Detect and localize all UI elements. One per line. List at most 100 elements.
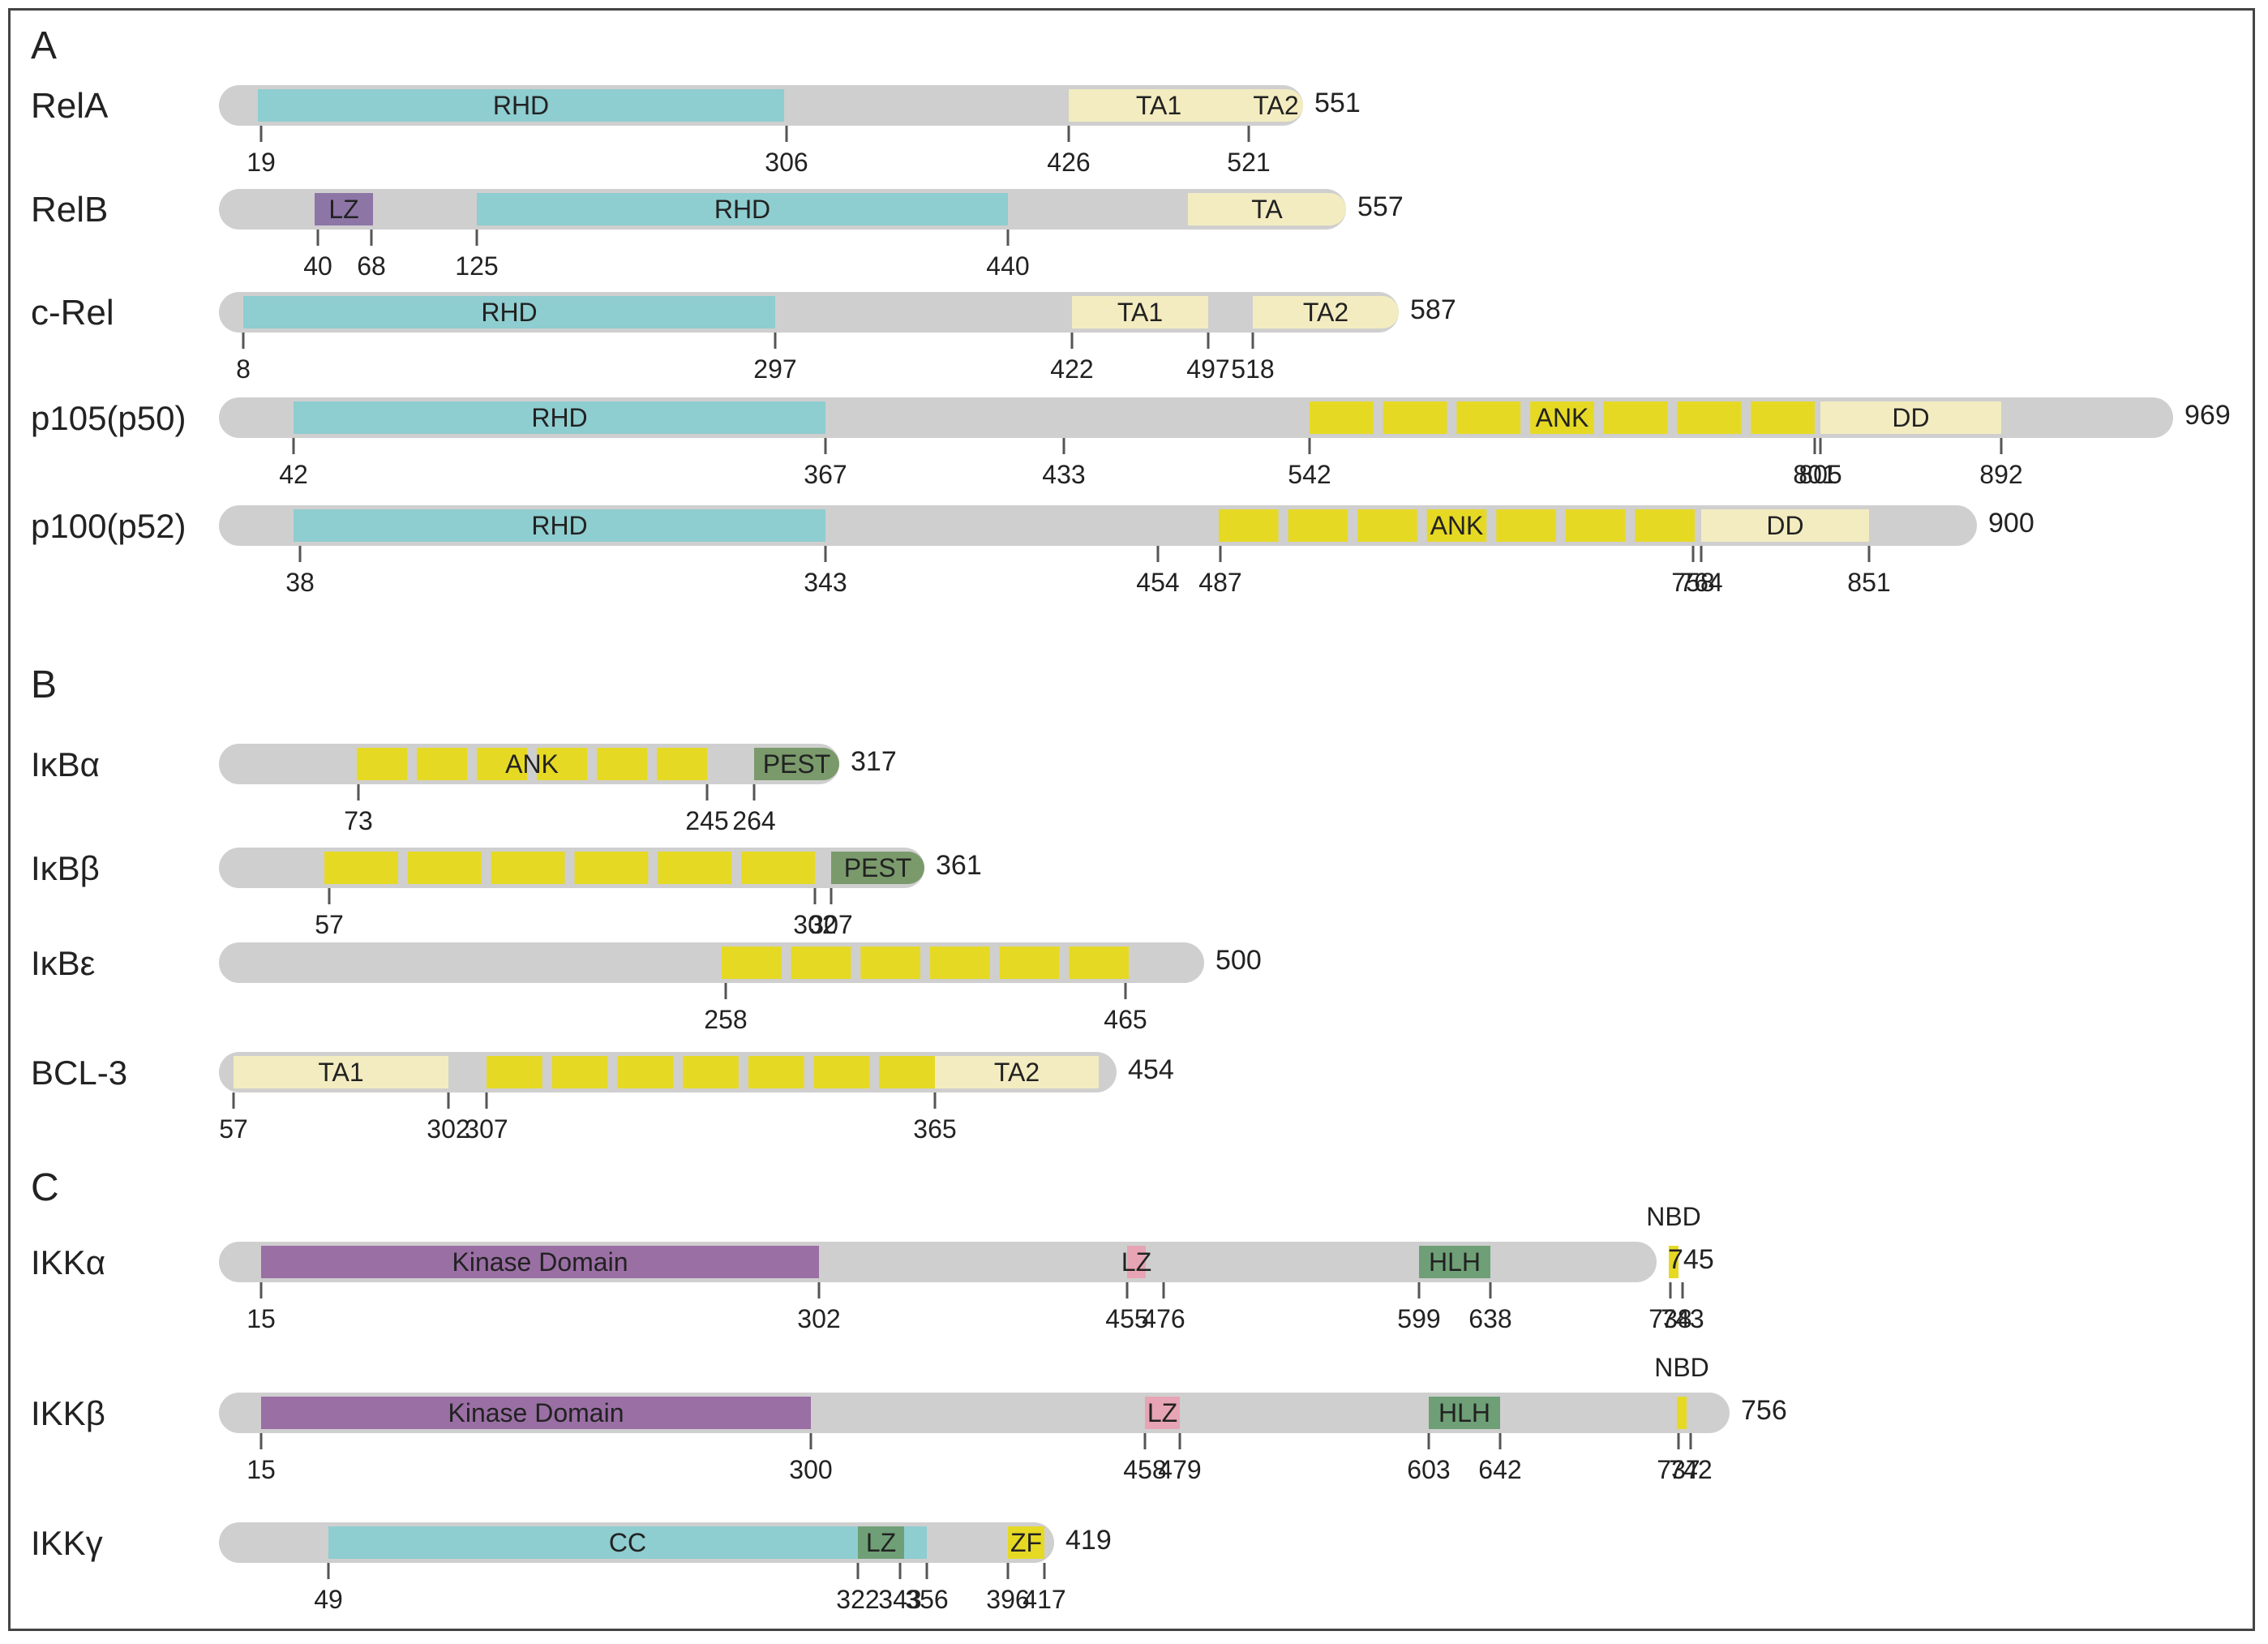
- protein-2-tick-label: 497: [1186, 354, 1229, 384]
- protein-7-ank-repeat: [930, 946, 990, 979]
- protein-2-length: 587: [1410, 294, 1456, 325]
- protein-7-tick-label: 258: [704, 1005, 747, 1034]
- protein-1-domain-label: RHD: [714, 195, 770, 224]
- protein-7-tick-label: 465: [1104, 1005, 1147, 1034]
- protein-5-ank-repeat: [597, 748, 647, 780]
- protein-9-name: IKKα: [31, 1243, 105, 1281]
- protein-3-domain-rhd: [294, 401, 825, 434]
- protein-3-tick-label: 801: [1793, 460, 1836, 489]
- protein-1-domain-rhd: [477, 193, 1008, 225]
- protein-4-ank-repeat: [1635, 509, 1695, 542]
- section-label-c: C: [31, 1166, 59, 1209]
- protein-5-ank-repeat: [357, 748, 407, 780]
- protein-1-domain-ta: [1188, 193, 1346, 225]
- protein-6-tick-label: 302: [793, 910, 836, 939]
- protein-10-tick-label: 742: [1669, 1455, 1712, 1484]
- protein-10-name: IKKβ: [31, 1394, 105, 1432]
- protein-3-tick-label: 367: [804, 460, 847, 489]
- protein-9-domain-kinase-domain: [261, 1246, 819, 1278]
- protein-4-name: p100(p52): [31, 507, 186, 545]
- protein-10-domain-hlh: [1429, 1397, 1500, 1429]
- protein-0-domain-rhd: [258, 89, 784, 122]
- protein-9-nbd-label: NBD: [1646, 1202, 1701, 1231]
- protein-1-tick-label: 125: [455, 251, 498, 281]
- protein-5-tick-label: 73: [344, 806, 373, 835]
- protein-10-domain-lz: [1145, 1397, 1180, 1429]
- protein-11-length: 419: [1065, 1525, 1112, 1556]
- protein-8-ank-repeat: [879, 1056, 935, 1088]
- protein-7-ank-repeat: [722, 946, 782, 979]
- protein-11-domain-label: CC: [609, 1528, 646, 1557]
- protein-2-domain-label: TA2: [1303, 298, 1348, 327]
- protein-2-domain-ta1: [1072, 296, 1208, 328]
- protein-11-tick-label: 343: [878, 1585, 921, 1614]
- protein-8-domain-ta2: [935, 1056, 1099, 1088]
- protein-2-tick-label: 297: [753, 354, 796, 384]
- protein-4-domain-label: DD: [1766, 511, 1803, 540]
- protein-3-name: p105(p50): [31, 399, 186, 437]
- protein-1-domain-label: TA: [1251, 195, 1283, 224]
- protein-8-length: 454: [1128, 1054, 1174, 1085]
- protein-10-domain-label: HLH: [1438, 1398, 1490, 1427]
- protein-8-domain-ta1: [234, 1056, 448, 1088]
- protein-6-ank-repeat: [407, 852, 482, 884]
- protein-7-name: IκBε: [31, 944, 95, 982]
- protein-3-tick-label: 42: [279, 460, 308, 489]
- protein-4-ank-repeat: [1496, 509, 1556, 542]
- protein-5-ank-repeat: [417, 748, 467, 780]
- protein-0-tick-label: 19: [247, 148, 276, 177]
- protein-1-tick-label: 68: [357, 251, 386, 281]
- protein-6-domain-label: PEST: [844, 853, 912, 882]
- protein-5-name: IκBα: [31, 745, 100, 783]
- protein-4-length: 900: [1988, 508, 2034, 539]
- protein-1-tick-label: 40: [303, 251, 332, 281]
- protein-11-tick-label: 356: [905, 1585, 948, 1614]
- protein-3-ank-repeat: [1456, 401, 1521, 434]
- protein-10-domain-label: LZ: [1147, 1398, 1177, 1427]
- protein-3-length: 969: [2184, 400, 2231, 431]
- protein-8-ank-repeat: [551, 1056, 608, 1088]
- protein-10-tick-label: 737: [1657, 1455, 1700, 1484]
- protein-9-tick-label: 599: [1397, 1304, 1440, 1333]
- protein-2-domain-label: RHD: [481, 298, 537, 327]
- protein-3-ank-repeat: [1751, 401, 1815, 434]
- protein-8-tick-label: 307: [465, 1114, 508, 1144]
- protein-0-domain-ta2: [1249, 89, 1303, 122]
- protein-5-domain-label: ANK: [505, 749, 559, 779]
- protein-3-tick-label: 892: [1979, 460, 2022, 489]
- protein-0-domain-label: TA1: [1136, 91, 1181, 120]
- protein-3-domain-label: DD: [1892, 403, 1929, 432]
- protein-7-ank-repeat: [791, 946, 851, 979]
- protein-1-length: 557: [1357, 191, 1404, 222]
- protein-3-ank-repeat: [1310, 401, 1374, 434]
- protein-4-ank-repeat: [1426, 509, 1487, 542]
- protein-1-name: RelB: [31, 190, 108, 230]
- protein-0-domain-label: RHD: [493, 91, 549, 120]
- protein-9-domain-segment: [1669, 1246, 1678, 1278]
- protein-4-ank-repeat: [1357, 509, 1417, 542]
- protein-1-domain-lz: [315, 193, 373, 225]
- protein-4-domain-dd: [1701, 509, 1869, 542]
- protein-9-domain-label: HLH: [1429, 1247, 1481, 1277]
- protein-6-ank-repeat: [491, 852, 565, 884]
- protein-4-ank-repeat: [1288, 509, 1348, 542]
- protein-0-length: 551: [1314, 88, 1361, 118]
- protein-5-domain-label: PEST: [763, 749, 831, 779]
- protein-6-name: IκBβ: [31, 849, 100, 887]
- protein-9-domain-lz: [1127, 1246, 1146, 1278]
- protein-3-domain-dd: [1820, 401, 2001, 434]
- protein-2-name: c-Rel: [31, 293, 114, 333]
- protein-5-ank-repeat: [657, 748, 707, 780]
- protein-3-ank-repeat: [1383, 401, 1447, 434]
- protein-5-length: 317: [851, 746, 897, 777]
- protein-10-tick-label: 300: [789, 1455, 832, 1484]
- protein-11-tick-label: 417: [1023, 1585, 1065, 1614]
- protein-9-tick-label: 15: [247, 1304, 276, 1333]
- protein-3-tick-label: 542: [1288, 460, 1331, 489]
- protein-4-tick-label: 343: [804, 568, 847, 597]
- protein-5-ank-repeat: [537, 748, 587, 780]
- protein-10-tick-label: 458: [1123, 1455, 1166, 1484]
- protein-10-tick-label: 479: [1158, 1455, 1201, 1484]
- protein-6-ank-repeat: [324, 852, 398, 884]
- protein-10-tick-label: 15: [247, 1455, 276, 1484]
